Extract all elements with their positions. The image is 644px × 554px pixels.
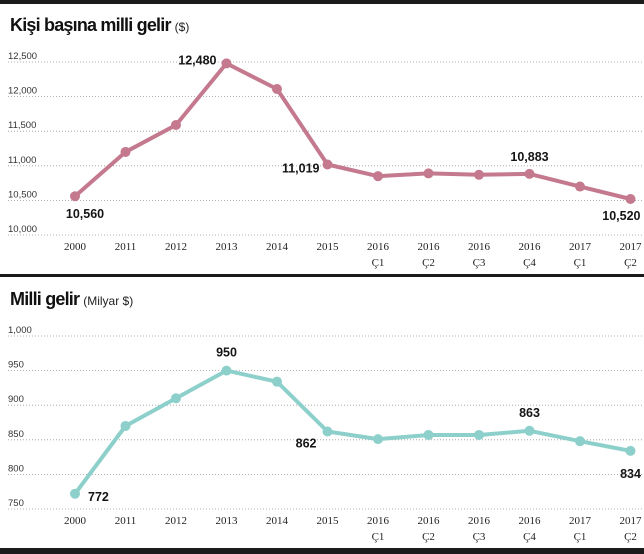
data-point — [171, 393, 181, 404]
y-tick-label: 950 — [8, 360, 24, 371]
y-tick-label: 900 — [8, 394, 24, 405]
data-point — [120, 420, 131, 431]
x-tick-label-year: 2011 — [115, 241, 137, 253]
x-tick-label-year: 2017 — [620, 241, 643, 253]
y-tick-label: 11,000 — [8, 155, 36, 166]
x-tick-label-quarter: Ç2 — [422, 257, 435, 269]
data-point — [423, 429, 434, 440]
data-point — [272, 83, 282, 94]
data-point — [221, 365, 232, 376]
data-point — [575, 436, 585, 447]
chart-title-text: Kişi başına milli gelir — [10, 15, 171, 35]
data-label: 863 — [519, 406, 540, 420]
data-point — [474, 429, 484, 440]
national-income-panel: Milli gelir (Milyar $) 750 800 850 900 950 1,0… — [0, 278, 644, 548]
data-point — [373, 434, 383, 445]
data-point — [524, 168, 535, 179]
y-tick-label: 750 — [8, 498, 24, 509]
per-capita-income-panel: Kişi başına milli gelir ($) 10,000 10,500 1… — [0, 4, 644, 274]
section-divider — [0, 274, 644, 277]
data-label: 10,520 — [602, 209, 640, 223]
top-rule — [0, 0, 644, 4]
x-tick-label-year: 2016 — [519, 515, 542, 527]
data-label: 10,883 — [510, 150, 548, 164]
data-label: 862 — [296, 436, 317, 450]
x-tick-label-year: 2015 — [317, 241, 340, 253]
y-tick-label: 11,500 — [8, 120, 36, 131]
data-point — [322, 159, 333, 170]
data-point — [423, 168, 434, 179]
x-tick-label-year: 2014 — [266, 515, 289, 527]
data-point — [171, 119, 181, 130]
chart-title-unit: (Milyar $) — [83, 294, 134, 308]
y-tick-label: 12,500 — [8, 51, 37, 62]
x-tick-label-quarter: Ç1 — [372, 531, 385, 543]
x-tick-label-quarter: Ç4 — [523, 257, 536, 269]
data-label: 772 — [88, 490, 109, 504]
x-tick-label-year: 2016 — [418, 241, 441, 253]
data-point — [625, 194, 636, 205]
bottom-rule — [0, 548, 644, 554]
x-tick-label-year: 2017 — [569, 241, 592, 253]
data-label: 10,560 — [66, 207, 104, 221]
data-point — [221, 58, 232, 69]
x-tick-label-quarter: Ç2 — [624, 531, 637, 543]
data-point — [474, 169, 484, 180]
x-tick-label-quarter: Ç4 — [523, 531, 536, 543]
data-point — [575, 181, 585, 192]
x-tick-label-quarter: Ç1 — [574, 257, 587, 269]
x-tick-label-year: 2016 — [519, 241, 542, 253]
chart-title: Kişi başına milli gelir ($) — [10, 14, 189, 36]
series-line — [73, 368, 633, 496]
x-tick-label-quarter: Ç2 — [422, 531, 435, 543]
data-point — [70, 488, 80, 499]
x-tick-label-year: 2000 — [64, 241, 87, 253]
x-tick-label-year: 2011 — [115, 515, 137, 527]
y-tick-label: 10,500 — [8, 189, 37, 200]
chart-title-unit: ($) — [174, 20, 190, 34]
data-point — [625, 445, 636, 456]
y-tick-label: 1,000 — [8, 325, 32, 336]
x-tick-label-year: 2017 — [569, 515, 592, 527]
y-tick-label: 850 — [8, 429, 24, 440]
data-point — [120, 146, 131, 157]
x-tick-label-year: 2015 — [317, 515, 340, 527]
x-tick-label-year: 2012 — [165, 515, 187, 527]
x-tick-label-quarter: Ç2 — [624, 257, 637, 269]
data-label: 950 — [216, 346, 237, 360]
data-point — [272, 376, 282, 387]
x-tick-label-year: 2016 — [367, 241, 390, 253]
x-tick-label-quarter: Ç1 — [574, 531, 587, 543]
data-point — [70, 191, 80, 202]
x-tick-label-year: 2000 — [64, 515, 87, 527]
per-capita-income-line-chart: 10,000 10,500 11,000 11,500 12,000 12,500 2000… — [8, 51, 644, 269]
x-tick-label-year: 2016 — [468, 515, 491, 527]
data-label: 12,480 — [178, 53, 216, 67]
data-point — [322, 426, 333, 437]
x-tick-label-year: 2016 — [418, 515, 441, 527]
x-tick-label-quarter: Ç3 — [473, 531, 486, 543]
x-tick-label-year: 2013 — [216, 515, 239, 527]
data-label: 834 — [620, 467, 641, 481]
x-tick-label-year: 2016 — [367, 515, 390, 527]
x-tick-label-quarter: Ç1 — [372, 257, 385, 269]
y-tick-label: 800 — [8, 463, 24, 474]
y-tick-label: 10,000 — [8, 224, 37, 235]
y-tick-label: 12,000 — [8, 86, 37, 97]
x-tick-label-year: 2017 — [620, 515, 643, 527]
series-line — [73, 61, 633, 201]
data-label: 11,019 — [282, 161, 320, 175]
x-tick-label-year: 2013 — [216, 241, 239, 253]
data-point — [524, 425, 535, 436]
data-point — [373, 171, 383, 182]
national-income-line-chart: 750 800 850 900 950 1,000 2000 2011 2012 2013 2014… — [8, 325, 644, 543]
x-tick-label-quarter: Ç3 — [473, 257, 486, 269]
x-tick-label-year: 2012 — [165, 241, 187, 253]
chart-title-text: Milli gelir — [10, 289, 80, 309]
x-tick-label-year: 2016 — [468, 241, 491, 253]
x-tick-label-year: 2014 — [266, 241, 289, 253]
chart-title: Milli gelir (Milyar $) — [10, 288, 133, 310]
